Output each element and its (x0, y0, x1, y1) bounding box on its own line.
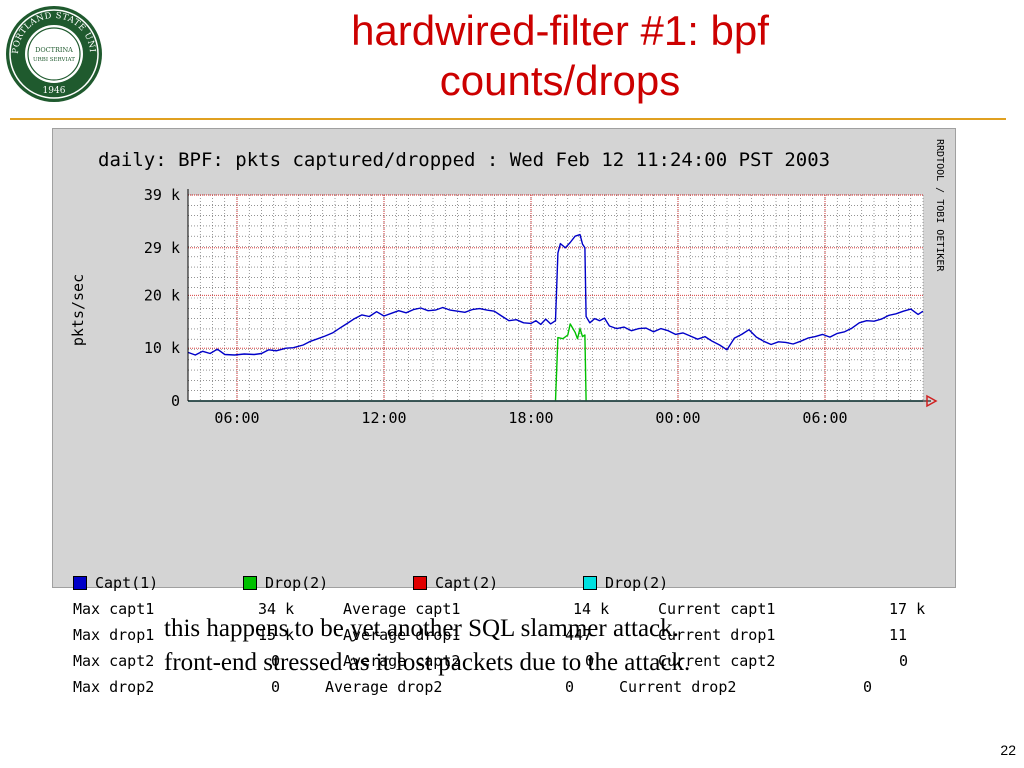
stat-label: Average capt2 (343, 652, 461, 670)
y-tick-labels: 0 10 k 20 k 29 k 39 k (144, 186, 180, 410)
y-tick-label: 10 k (144, 339, 180, 357)
x-tick-label: 06:00 (214, 409, 259, 427)
x-tick-label: 18:00 (508, 409, 553, 427)
x-tick-label: 00:00 (655, 409, 700, 427)
slide-title: hardwired-filter #1: bpf counts/drops (110, 6, 1010, 106)
slide-title-line1: hardwired-filter #1: bpf (351, 7, 769, 54)
legend-label-drop1: Drop(2) (265, 574, 329, 592)
rrd-graph-frame: daily: BPF: pkts captured/dropped : Wed … (52, 128, 956, 696)
stat-label: Max capt1 (73, 600, 155, 618)
stat-label: Current capt1 (658, 600, 776, 618)
chart-y-axis-label: pkts/sec (69, 274, 87, 346)
legend-swatch-capt1 (73, 576, 87, 590)
stat-label: Current drop1 (658, 626, 776, 644)
bpf-line-chart: daily: BPF: pkts captured/dropped : Wed … (69, 139, 945, 427)
stat-label: Average drop2 (325, 678, 443, 696)
logo-motto-line1: DOCTRINA (35, 46, 73, 54)
stat-value: 17 k (889, 600, 926, 618)
chart-title: daily: BPF: pkts captured/dropped : Wed … (98, 149, 830, 171)
stat-value: 0 (565, 678, 575, 696)
legend-swatch-drop1 (243, 576, 257, 590)
slide-caption: this happens to be yet another SQL slamm… (164, 612, 690, 680)
stat-label: Current drop2 (619, 678, 737, 696)
stat-value: 0 (271, 652, 281, 670)
slide-title-line2: counts/drops (439, 57, 681, 104)
page-number: 22 (1000, 742, 1016, 758)
stat-value: 0 (585, 652, 595, 670)
major-grid (188, 194, 923, 401)
legend-swatch-drop2 (583, 576, 597, 590)
stat-label: Average capt1 (343, 600, 461, 618)
legend-label-capt2: Capt(2) (435, 574, 499, 592)
y-tick-label: 0 (171, 392, 180, 410)
stat-value: 11 (889, 626, 908, 644)
y-tick-label: 29 k (144, 239, 180, 257)
stat-value: 15 k (258, 626, 295, 644)
stat-value: 0 (899, 652, 909, 670)
stat-value: 0 (271, 678, 281, 696)
y-tick-label: 20 k (144, 286, 180, 304)
minor-grid (187, 194, 924, 402)
university-seal-logo: PORTLAND STATE UNIVERSITY DOCTRINA URBI … (4, 4, 102, 102)
legend-label-drop2: Drop(2) (605, 574, 669, 592)
caption-line2: front-end stressed as it lost packets du… (164, 649, 691, 676)
stat-label: Max drop2 (73, 678, 155, 696)
stat-value: 14 k (573, 600, 610, 618)
x-axis-arrow (926, 394, 938, 408)
y-tick-label: 39 k (144, 186, 180, 204)
x-tick-label: 12:00 (361, 409, 406, 427)
stat-value: 34 k (258, 600, 295, 618)
stat-label: Max drop1 (73, 626, 155, 644)
legend-label-capt1: Capt(1) (95, 574, 159, 592)
legend-item-capt1: Capt(1) (73, 574, 158, 592)
title-divider (10, 118, 1006, 120)
stat-value: 0 (863, 678, 873, 696)
stat-label: Average drop1 (343, 626, 461, 644)
legend-item-capt2: Capt(2) (413, 574, 498, 592)
stat-value: 447 (565, 626, 593, 644)
x-tick-labels: 06:00 12:00 18:00 00:00 06:00 (214, 409, 847, 427)
x-tick-label: 06:00 (802, 409, 847, 427)
logo-year: 1946 (43, 86, 66, 96)
series-line-1 (554, 323, 587, 402)
axes (187, 189, 938, 408)
stat-label: Max capt2 (73, 652, 155, 670)
stat-label: Current capt2 (658, 652, 776, 670)
legend-swatch-capt2 (413, 576, 427, 590)
caption-line1: this happens to be yet another SQL slamm… (164, 615, 679, 642)
logo-motto-line2: URBI SERVIAT (33, 57, 75, 63)
legend-item-drop2: Drop(2) (583, 574, 668, 592)
chart-watermark: RRDTOOL / TOBI OETIKER (934, 139, 945, 272)
legend-item-drop1: Drop(2) (243, 574, 328, 592)
series-line-0 (187, 233, 924, 356)
